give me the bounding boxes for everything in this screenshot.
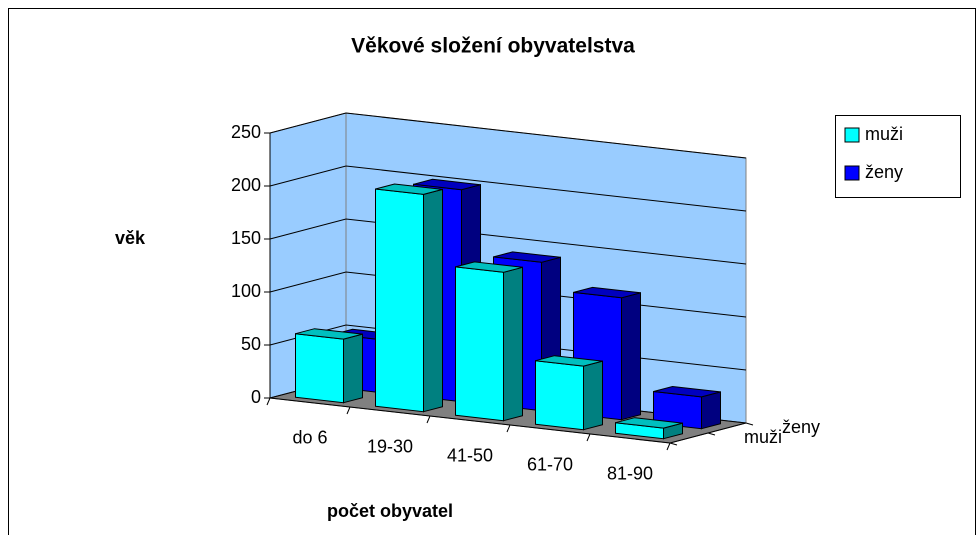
bar [653, 385, 721, 430]
depth-tick [669, 442, 678, 446]
bar-top [615, 417, 683, 429]
x-tick-label: 41-50 [447, 445, 493, 465]
x-tick [426, 415, 431, 424]
x-tick [586, 433, 591, 442]
y-tick-label: 200 [231, 175, 261, 195]
y-tick-label: 250 [231, 122, 261, 142]
depth-tick-label: muži [744, 427, 782, 447]
x-tick [506, 424, 511, 433]
x-axis-title: počet obyvatel [327, 501, 453, 521]
y-tick-label: 100 [231, 281, 261, 301]
x-tick-label: do 6 [292, 427, 327, 447]
legend-swatch [844, 165, 860, 181]
bar-top [455, 261, 523, 273]
bar-front [535, 360, 584, 431]
y-tick-label: 150 [231, 228, 261, 248]
y-tick-label: 50 [241, 334, 261, 354]
x-tick-label: 61-70 [527, 454, 573, 474]
grid-line [269, 112, 747, 159]
bar-side [621, 292, 641, 421]
bar-top [295, 328, 363, 340]
bar-top [413, 178, 481, 191]
bar [535, 355, 603, 431]
grid-line [269, 218, 747, 265]
y-axis-title: věk [115, 228, 146, 248]
bar-top [375, 183, 443, 195]
bar [455, 261, 523, 422]
bar-side [701, 391, 721, 430]
bar-side [423, 188, 443, 413]
bar-top [573, 286, 641, 299]
depth-tick [707, 432, 716, 436]
x-tick [666, 442, 671, 451]
bar [295, 328, 363, 404]
legend: muži ženy [835, 115, 961, 198]
bar-top [535, 355, 603, 367]
x-tick [346, 406, 351, 415]
x-tick [266, 397, 271, 406]
bar-side [503, 266, 523, 422]
chart-title: Věkové složení obyvatelstva [351, 35, 635, 58]
plot-area: 0 50 100 150 200 250 do 6 19-30 41-50 61-70 81-90 m… [231, 112, 820, 483]
x-tick-label: 81-90 [607, 463, 653, 483]
bar-side [343, 333, 363, 404]
x-axis [269, 397, 671, 444]
grid-line [269, 165, 747, 212]
legend-label: muži [865, 124, 903, 144]
bar [615, 417, 683, 440]
bar-top [653, 385, 721, 398]
bar-front [455, 266, 504, 422]
bar-top [493, 251, 561, 263]
x-tick-label: 19-30 [367, 436, 413, 456]
depth-tick-label: ženy [782, 417, 820, 437]
bar [375, 183, 443, 413]
y-tick-label: 0 [251, 387, 261, 407]
legend-swatch [844, 127, 860, 143]
bar-front [375, 188, 424, 413]
bar-side [583, 360, 603, 431]
bar-front [295, 333, 344, 404]
depth-tick [745, 422, 754, 426]
legend-label: ženy [865, 162, 903, 182]
